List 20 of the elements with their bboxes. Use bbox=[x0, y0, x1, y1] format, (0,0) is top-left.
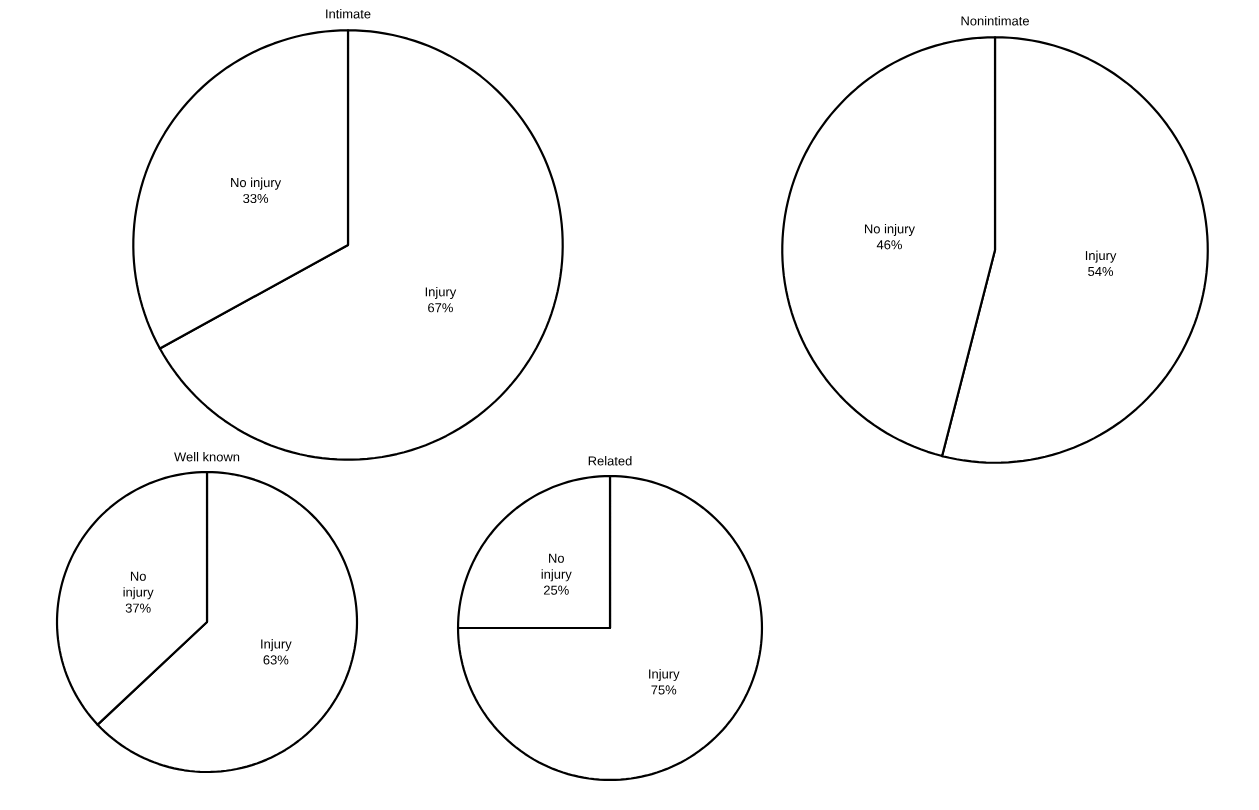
data-label: 67% bbox=[428, 303, 453, 313]
slice-label: Injury bbox=[261, 639, 292, 652]
slice-label: No injury bbox=[541, 553, 572, 582]
slice-label: Injury bbox=[425, 286, 457, 299]
chart-title: Nonintimate bbox=[961, 15, 1029, 26]
slice-label: No injury bbox=[123, 571, 154, 600]
chart-title: Well known bbox=[174, 451, 240, 462]
data-label: 37% bbox=[125, 603, 151, 613]
slice-label: No injury bbox=[864, 223, 915, 236]
data-label: 75% bbox=[651, 685, 677, 695]
slice-label: Injury bbox=[1085, 250, 1117, 263]
slice-label: No injury bbox=[231, 177, 282, 190]
data-label: 63% bbox=[263, 655, 289, 665]
data-label: 46% bbox=[876, 240, 902, 250]
slice-label: Injury bbox=[649, 669, 680, 682]
data-label: 25% bbox=[543, 585, 569, 595]
data-label: 33% bbox=[243, 193, 269, 204]
chart-title: Intimate bbox=[326, 8, 371, 19]
data-label: 54% bbox=[1088, 266, 1114, 277]
chart-title: Related bbox=[588, 455, 632, 466]
